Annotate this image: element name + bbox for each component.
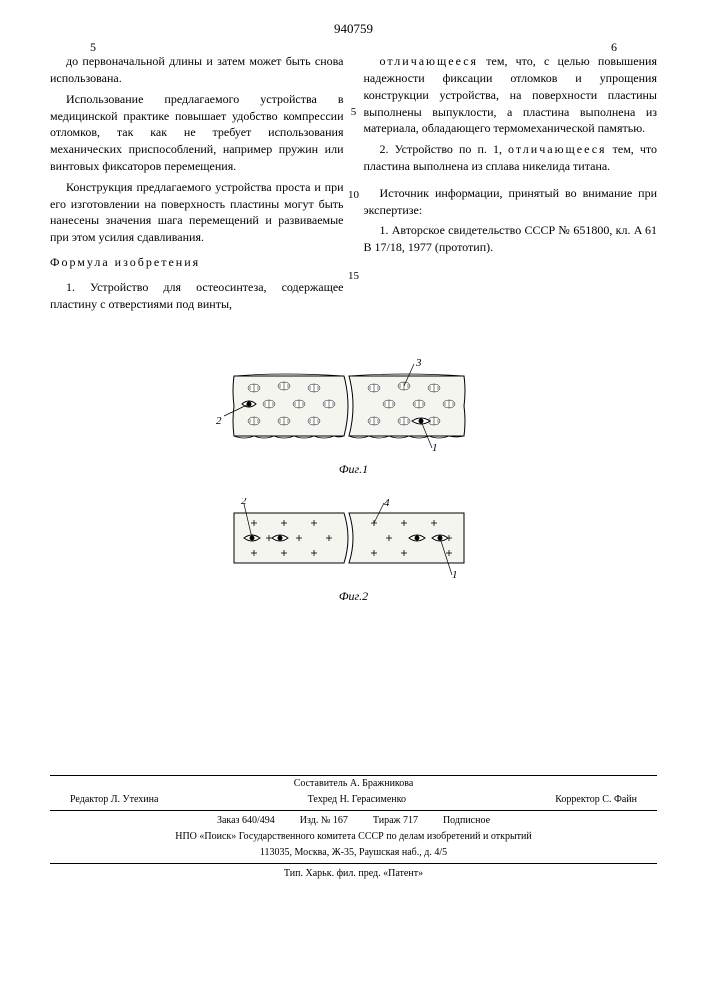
col-num-left: 5 <box>90 39 96 56</box>
margin-num-15: 15 <box>348 269 359 284</box>
figures-area: 3 2 1 Фиг.1 <box>50 356 657 605</box>
footer-composer: Составитель А. Бражникова <box>50 776 657 792</box>
svg-text:1: 1 <box>452 569 458 578</box>
svg-text:4: 4 <box>384 498 390 509</box>
footer-corrector: Корректор С. Файн <box>555 793 637 807</box>
right-p2: 2. Устройство по п. 1, отличающееся тем,… <box>364 141 658 175</box>
source-heading: Источник информации, принятый во внимани… <box>364 185 658 219</box>
footer-line5: Тип. Харьк. фил. пред. «Патент» <box>50 866 657 882</box>
left-p2: Использование предлагаемого устройства в… <box>50 91 344 175</box>
figure-2: 2 4 1 <box>214 498 494 578</box>
fig2-caption: Фиг.2 <box>50 588 657 605</box>
svg-text:2: 2 <box>241 498 247 507</box>
footer: Составитель А. Бражникова Редактор Л. Ут… <box>50 775 657 882</box>
right-p3: 1. Авторское свидетельство СССР № 651800… <box>364 222 658 256</box>
left-p4: 1. Устройство для остеосинтеза, содержащ… <box>50 279 344 313</box>
col-num-right: 6 <box>611 39 617 56</box>
footer-line4: 113035, Москва, Ж-35, Раушская наб., д. … <box>50 845 657 861</box>
footer-line3: НПО «Поиск» Государственного комитета СС… <box>50 829 657 845</box>
text-columns: 5 6 5 10 15 до первоначальной длины и за… <box>50 53 657 316</box>
figure-1: 3 2 1 <box>214 356 494 451</box>
formula-heading: Формула изобретения <box>50 254 344 271</box>
left-column: до первоначальной длины и затем может бы… <box>50 53 344 316</box>
svg-text:1: 1 <box>432 442 438 451</box>
footer-editor: Редактор Л. Утехина <box>70 793 158 807</box>
svg-text:2: 2 <box>216 415 222 427</box>
right-p2-spaced: отличающееся <box>508 142 607 156</box>
margin-num-5: 5 <box>351 105 357 120</box>
svg-text:3: 3 <box>415 357 422 369</box>
fig1-caption: Фиг.1 <box>50 461 657 478</box>
footer-line2: Заказ 640/494 Изд. № 167 Тираж 717 Подпи… <box>50 813 657 829</box>
right-p1: отличающееся тем, что, с целью повышения… <box>364 53 658 137</box>
document-number: 940759 <box>50 20 657 38</box>
footer-tech: Техред Н. Герасименко <box>308 793 406 807</box>
left-p3: Конструкция предлагаемого устройства про… <box>50 179 344 246</box>
margin-num-10: 10 <box>348 188 359 203</box>
right-p2-prefix: 2. Устройство по п. 1, <box>380 142 509 156</box>
left-p1: до первоначальной длины и затем может бы… <box>50 53 344 87</box>
right-column: отличающееся тем, что, с целью повышения… <box>364 53 658 316</box>
right-p1-prefix: отличающееся <box>380 54 479 68</box>
